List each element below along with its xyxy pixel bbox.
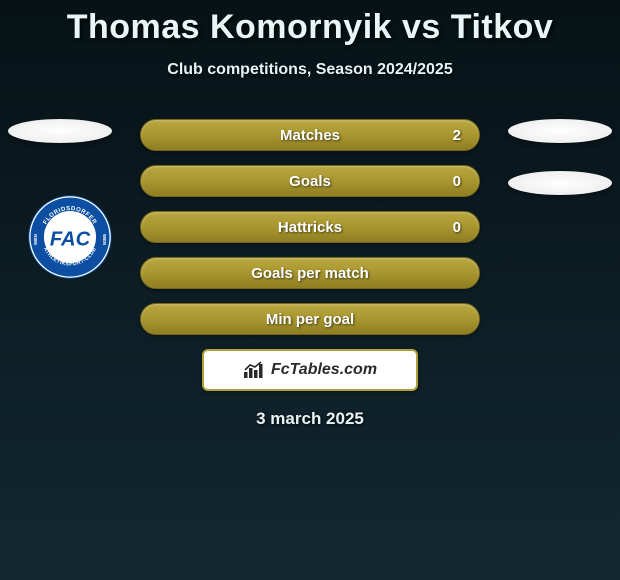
bar-label: Min per goal — [266, 311, 354, 328]
stat-bar-goals-per-match: Goals per match — [140, 257, 480, 289]
svg-text:WIEN: WIEN — [102, 234, 107, 245]
stat-bar-hattricks: Hattricks 0 — [140, 211, 480, 243]
chart-icon — [243, 361, 265, 379]
stat-bar-goals: Goals 0 — [140, 165, 480, 197]
right-slot-1 — [508, 119, 612, 143]
bar-value: 0 — [453, 173, 461, 190]
comparison-content: FLORIDSDORFER ATHLETIKSPORT-CLUB WIEN WI… — [0, 119, 620, 429]
club-logo: FLORIDSDORFER ATHLETIKSPORT-CLUB WIEN WI… — [28, 195, 112, 279]
bar-label: Matches — [280, 127, 340, 144]
svg-text:FAC: FAC — [50, 228, 91, 250]
svg-text:WIEN: WIEN — [33, 234, 38, 245]
source-badge[interactable]: FcTables.com — [202, 349, 418, 391]
subtitle: Club competitions, Season 2024/2025 — [0, 61, 620, 79]
right-slot-2 — [508, 171, 612, 195]
bar-label: Goals — [289, 173, 331, 190]
bar-label: Goals per match — [251, 265, 369, 282]
bar-value: 0 — [453, 219, 461, 236]
left-slot-1 — [8, 119, 112, 143]
page-title: Thomas Komornyik vs Titkov — [0, 0, 620, 47]
bar-value: 2 — [453, 127, 461, 144]
stat-bars: Matches 2 Goals 0 Hattricks 0 Goals per … — [140, 119, 480, 335]
date-label: 3 march 2025 — [0, 409, 620, 429]
stat-bar-matches: Matches 2 — [140, 119, 480, 151]
fac-logo-icon: FLORIDSDORFER ATHLETIKSPORT-CLUB WIEN WI… — [28, 195, 112, 279]
stat-bar-min-per-goal: Min per goal — [140, 303, 480, 335]
bar-label: Hattricks — [278, 219, 342, 236]
badge-text: FcTables.com — [271, 361, 377, 379]
